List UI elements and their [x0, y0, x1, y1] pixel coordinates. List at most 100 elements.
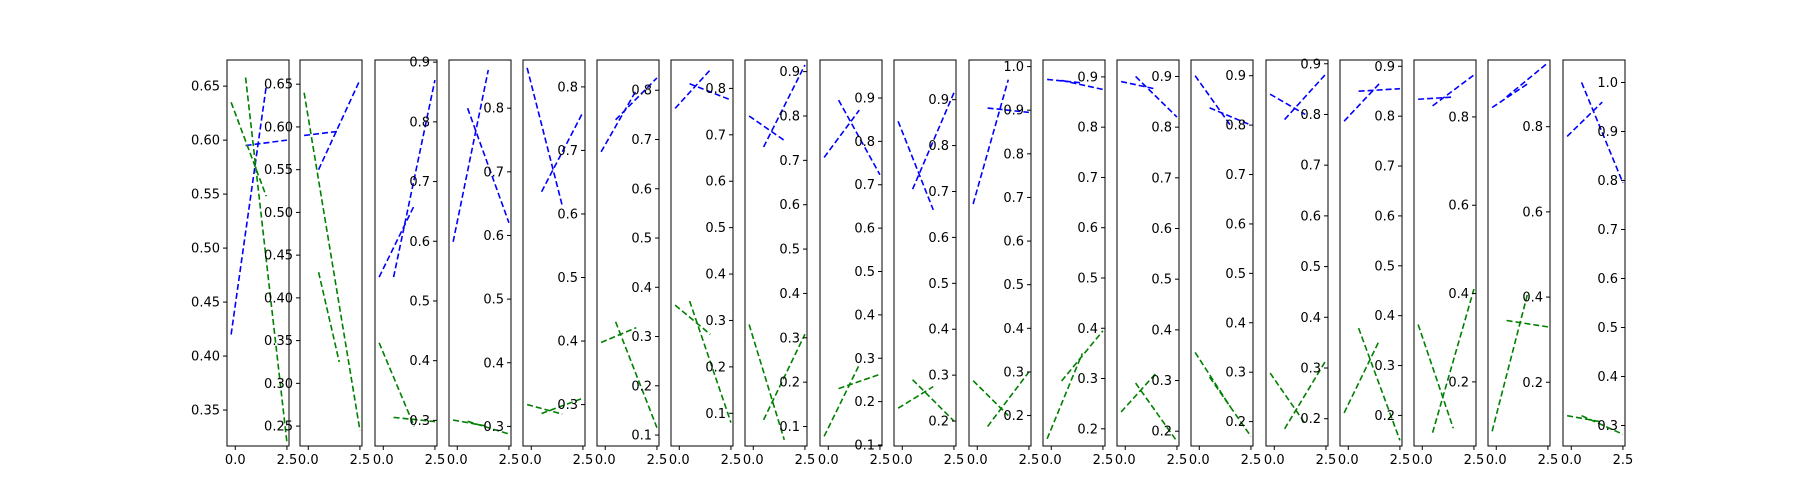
- series-blue-line-1: [748, 115, 785, 142]
- y-tick-label: 0.8: [631, 84, 652, 99]
- y-tick-label: 0.4: [1225, 316, 1246, 331]
- x-tick-label: 2.5: [1464, 453, 1485, 468]
- series-group: [303, 79, 361, 431]
- series-blue-line-2: [762, 64, 806, 148]
- y-tick-label: 0.2: [1300, 412, 1321, 427]
- series-group: [897, 92, 955, 422]
- subplot-11: 0.0 2.5 0.2 0.3 0.4 0.5 0.6 0.7 0.8 0.9 1.0: [967, 59, 1040, 468]
- series-group: [526, 67, 584, 415]
- axes-frame: [226, 59, 290, 447]
- series-group: [1269, 73, 1327, 430]
- subplot-15: 0.0 2.5 0.2 0.3 0.4 0.5 0.6 0.7 0.8 0.9: [1264, 57, 1336, 468]
- series-green-line-1: [748, 324, 786, 441]
- y-tick-label: 0.4: [1374, 309, 1395, 324]
- series-green-line-2: [762, 333, 806, 421]
- y-tick-label: 0.6: [928, 231, 949, 246]
- y-tick-label: 0.3: [1225, 366, 1246, 381]
- subplot-17: 0.0 2.5 0.2 0.4 0.6 0.8: [1412, 59, 1485, 468]
- y-tick-label: 0.5: [1300, 260, 1321, 275]
- y-tick-label: 0.6: [1448, 199, 1469, 214]
- y-tick-label: 0.6: [1597, 272, 1618, 287]
- y-tick-label: 0.4: [483, 356, 504, 371]
- series-blue-line-2: [837, 99, 881, 176]
- y-tick-label: 0.6: [1151, 222, 1172, 237]
- y-tick-label: 0.8: [1522, 120, 1543, 135]
- series-blue-line-1: [378, 205, 415, 278]
- axes-frame: [1413, 59, 1477, 447]
- y-tick-label: 1.0: [1003, 60, 1024, 75]
- y-tick-label: 0.2: [1151, 425, 1172, 440]
- y-tick-label: 0.7: [779, 154, 800, 169]
- y-tick-label: 0.2: [631, 379, 652, 394]
- y-tick-label: 0.8: [1077, 121, 1098, 136]
- series-green-line-1: [1194, 351, 1231, 408]
- series-group: [748, 64, 806, 441]
- series-green-line-1: [1269, 372, 1306, 425]
- series-blue-line-1: [1047, 78, 1083, 84]
- x-tick-label: 2.5: [1241, 453, 1262, 468]
- series-green-line-2: [1431, 288, 1475, 433]
- series-group: [378, 79, 436, 427]
- y-tick-label: 0.55: [264, 163, 293, 178]
- y-tick-label: 0.4: [928, 323, 949, 338]
- x-tick-label: 0.0: [1338, 453, 1359, 468]
- axes-frame: [1190, 59, 1254, 447]
- series-group: [230, 77, 288, 443]
- axes-frame: [1116, 59, 1180, 447]
- series-green-line-1: [1343, 340, 1380, 414]
- y-tick-label: 0.50: [264, 206, 293, 221]
- x-tick-label: 2.5: [277, 453, 298, 468]
- series-blue-line-1: [1194, 75, 1231, 126]
- subplot-12: 0.0 2.5 0.2 0.3 0.4 0.5 0.6 0.7 0.8 0.9: [1041, 59, 1113, 468]
- axes-frame: [670, 59, 734, 447]
- series-group: [1194, 75, 1252, 437]
- y-tick-label: 0.4: [1522, 291, 1543, 306]
- axes-frame: [1562, 59, 1626, 447]
- y-tick-label: 0.6: [631, 182, 652, 197]
- series-green-line-1: [230, 102, 268, 197]
- y-tick-label: 0.9: [1225, 69, 1246, 84]
- series-blue-line-2: [1284, 73, 1327, 121]
- y-tick-label: 0.9: [779, 65, 800, 80]
- series-blue-line-2: [317, 79, 361, 170]
- series-green-line-1: [823, 364, 860, 437]
- y-tick-label: 0.40: [191, 350, 220, 365]
- x-tick-label: 2.5: [1167, 453, 1188, 468]
- x-tick-label: 2.5: [1019, 453, 1040, 468]
- series-green-line-1: [526, 403, 563, 415]
- series-blue-line-2: [392, 79, 436, 278]
- y-tick-label: 0.9: [1374, 60, 1395, 75]
- y-tick-label: 0.8: [557, 80, 578, 95]
- series-blue-line-2: [1209, 107, 1252, 126]
- y-tick-label: 0.45: [191, 296, 220, 311]
- y-tick-label: 0.6: [1374, 209, 1395, 224]
- axes-frame: [968, 59, 1032, 447]
- series-group: [1491, 62, 1549, 432]
- x-tick-label: 0.0: [1486, 453, 1507, 468]
- y-tick-label: 0.8: [1448, 110, 1469, 125]
- y-tick-label: 0.2: [854, 395, 875, 410]
- subplot-16: 0.0 2.5 0.2 0.3 0.4 0.5 0.6 0.7 0.8 0.9: [1338, 59, 1410, 468]
- y-tick-label: 0.8: [1151, 121, 1172, 136]
- x-tick-label: 2.5: [499, 453, 520, 468]
- y-tick-label: 0.60: [264, 120, 293, 135]
- y-tick-label: 0.3: [1374, 359, 1395, 374]
- series-group: [674, 69, 732, 423]
- y-tick-label: 0.7: [557, 144, 578, 159]
- series-green-line-1: [452, 419, 489, 428]
- series-blue-line-1: [452, 69, 490, 242]
- y-tick-label: 0.9: [1597, 125, 1618, 140]
- y-tick-label: 0.4: [409, 354, 430, 369]
- x-tick-label: 2.5: [1613, 453, 1634, 468]
- subplot-18: 0.0 2.5 0.2 0.4 0.6 0.8: [1486, 59, 1558, 468]
- series-green-line-2: [1060, 330, 1104, 382]
- y-tick-label: 0.8: [1003, 147, 1024, 162]
- y-tick-label: 0.6: [1225, 217, 1246, 232]
- x-tick-label: 0.0: [298, 453, 319, 468]
- y-tick-label: 0.4: [1597, 370, 1618, 385]
- y-tick-label: 0.7: [1597, 223, 1618, 238]
- subplot-14: 0.0 2.5 0.2 0.3 0.4 0.5 0.6 0.7 0.8 0.9: [1189, 59, 1262, 468]
- y-tick-label: 0.40: [264, 291, 293, 306]
- series-green-line-2: [1134, 382, 1178, 442]
- y-tick-label: 0.2: [1225, 415, 1246, 430]
